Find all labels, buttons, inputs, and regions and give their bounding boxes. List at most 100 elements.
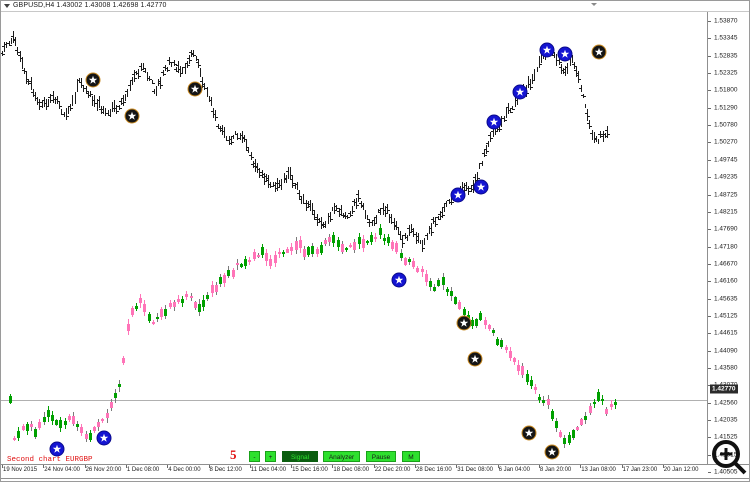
price-bar bbox=[486, 145, 487, 154]
analyzer-button[interactable]: Analyzer bbox=[323, 451, 360, 462]
bar-open-tick bbox=[383, 210, 385, 211]
sell-signal-marker[interactable] bbox=[544, 444, 560, 460]
sell-signal-marker[interactable] bbox=[85, 72, 101, 88]
buy-signal-marker[interactable] bbox=[557, 46, 573, 62]
bar-open-tick bbox=[321, 224, 323, 225]
price-bar bbox=[596, 136, 597, 142]
chart-plot-area[interactable] bbox=[1, 12, 707, 464]
zoom-in-icon[interactable] bbox=[709, 437, 749, 477]
sell-signal-marker[interactable] bbox=[591, 44, 607, 60]
buy-signal-marker[interactable] bbox=[473, 179, 489, 195]
candle-body bbox=[605, 409, 608, 414]
buy-signal-marker[interactable] bbox=[49, 441, 65, 457]
candle-body bbox=[127, 324, 130, 331]
price-bar bbox=[490, 132, 491, 142]
candle-body bbox=[143, 304, 146, 312]
price-bar bbox=[444, 204, 445, 212]
price-bar bbox=[33, 89, 34, 97]
buy-signal-marker[interactable] bbox=[450, 187, 466, 203]
bar-open-tick bbox=[290, 179, 292, 180]
bar-close-tick bbox=[260, 175, 262, 176]
bar-open-tick bbox=[400, 239, 402, 240]
scroll-marker-icon[interactable] bbox=[591, 3, 597, 6]
bar-open-tick bbox=[385, 207, 387, 208]
bar-close-tick bbox=[315, 217, 317, 218]
sell-signal-marker[interactable] bbox=[187, 81, 203, 97]
price-tick-label: 1.50270 bbox=[714, 138, 738, 146]
bar-close-tick bbox=[58, 101, 60, 102]
candle-body bbox=[17, 431, 20, 438]
candle-body bbox=[509, 351, 512, 358]
price-bar bbox=[314, 210, 315, 220]
price-tick-label: 1.47690 bbox=[714, 225, 738, 233]
candle-body bbox=[610, 404, 613, 407]
price-bar bbox=[317, 214, 318, 226]
price-tick-label: 1.40505 bbox=[714, 468, 738, 476]
bar-open-tick bbox=[264, 176, 266, 177]
price-bar bbox=[167, 67, 168, 72]
sell-signal-marker[interactable] bbox=[456, 315, 472, 331]
price-bar bbox=[607, 126, 608, 138]
bar-open-tick bbox=[183, 67, 185, 68]
sell-signal-marker[interactable] bbox=[124, 108, 140, 124]
price-bar bbox=[592, 130, 593, 140]
bar-open-tick bbox=[213, 114, 215, 115]
price-bar bbox=[270, 182, 271, 188]
bar-open-tick bbox=[339, 209, 341, 210]
candle-body bbox=[295, 241, 298, 250]
increase-button[interactable]: + bbox=[265, 451, 276, 462]
price-bar bbox=[70, 104, 71, 111]
candle-body bbox=[278, 252, 281, 254]
candle-body bbox=[383, 238, 386, 241]
candle-body bbox=[429, 281, 432, 287]
chart-header-bar: GBPUSD,H4 1.43002 1.43008 1.42698 1.4277… bbox=[1, 1, 749, 12]
sell-signal-marker[interactable] bbox=[467, 351, 483, 367]
price-bar bbox=[530, 79, 531, 90]
bar-open-tick bbox=[163, 67, 165, 68]
bar-close-tick bbox=[540, 64, 542, 65]
price-bar bbox=[405, 233, 406, 239]
bar-open-tick bbox=[491, 131, 493, 132]
candle-body bbox=[80, 427, 83, 433]
buy-signal-marker[interactable] bbox=[539, 42, 555, 58]
buy-signal-marker[interactable] bbox=[96, 430, 112, 446]
bar-open-tick bbox=[218, 128, 220, 129]
candle-body bbox=[542, 400, 545, 403]
price-bar bbox=[464, 183, 465, 194]
price-tick-label: 1.43580 bbox=[714, 364, 738, 372]
bar-close-tick bbox=[181, 73, 183, 74]
pause-button[interactable]: Pause bbox=[366, 451, 396, 462]
bar-open-tick bbox=[585, 113, 587, 114]
price-bar bbox=[286, 175, 287, 183]
decrease-button[interactable]: - bbox=[249, 451, 260, 462]
time-tick-label: 19 Nov 2015 bbox=[3, 467, 38, 473]
bar-open-tick bbox=[442, 207, 444, 208]
chevron-down-icon[interactable] bbox=[4, 4, 10, 8]
sell-signal-marker[interactable] bbox=[521, 425, 537, 441]
price-tick-label: 1.46160 bbox=[714, 277, 738, 285]
bar-open-tick bbox=[284, 178, 286, 179]
candle-body bbox=[244, 259, 247, 266]
bar-close-tick bbox=[414, 234, 416, 235]
bar-close-tick bbox=[300, 196, 302, 197]
price-tick-label: 1.44090 bbox=[714, 347, 738, 355]
bar-close-tick bbox=[423, 248, 425, 249]
bar-open-tick bbox=[315, 219, 317, 220]
bar-open-tick bbox=[136, 73, 138, 74]
candle-body bbox=[43, 417, 46, 422]
bar-open-tick bbox=[130, 80, 132, 81]
buy-signal-marker[interactable] bbox=[391, 272, 407, 288]
price-bar bbox=[431, 223, 432, 236]
time-tick-label: 8 Dec 12:00 bbox=[209, 467, 242, 473]
m-button[interactable]: M bbox=[402, 451, 420, 462]
bar-close-tick bbox=[144, 68, 146, 69]
price-bar bbox=[22, 57, 23, 69]
buy-signal-marker[interactable] bbox=[486, 114, 502, 130]
bar-open-tick bbox=[502, 118, 504, 119]
price-bar bbox=[101, 106, 102, 114]
signal-button[interactable]: Signal bbox=[282, 451, 318, 462]
buy-signal-marker[interactable] bbox=[512, 84, 528, 100]
bar-close-tick bbox=[216, 117, 218, 118]
price-bar bbox=[477, 172, 478, 183]
price-scale[interactable]: 1.53870 1.53345 1.52835 1.52325 1.51800 1.512… bbox=[708, 12, 749, 476]
